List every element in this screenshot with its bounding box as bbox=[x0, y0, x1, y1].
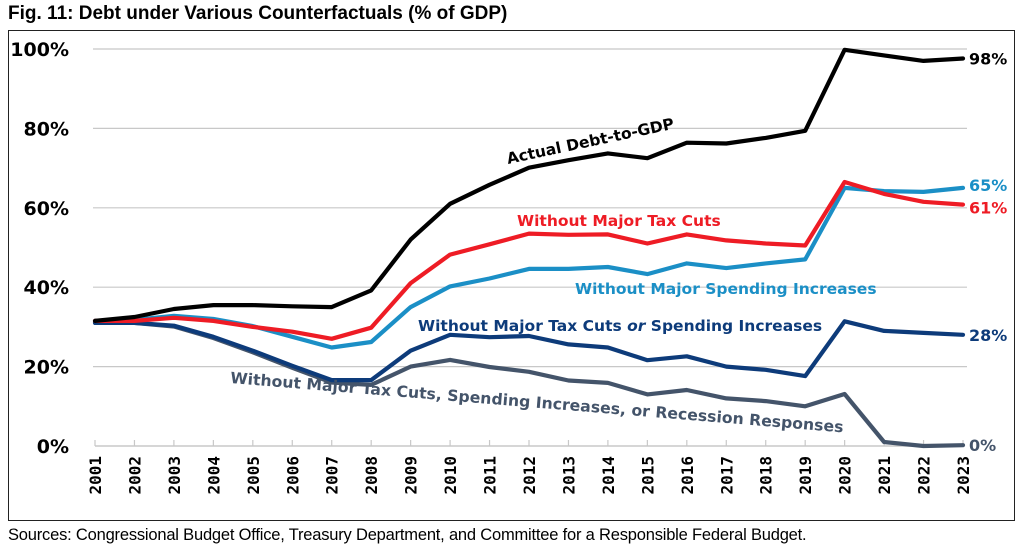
x-tick-label: 2004 bbox=[204, 456, 223, 495]
y-tick-label: 40% bbox=[24, 277, 69, 299]
x-tick-label: 2021 bbox=[875, 456, 894, 495]
series-label-actual: Actual Debt-to-GDP bbox=[505, 115, 676, 168]
y-tick-label: 60% bbox=[24, 198, 69, 220]
x-tick-label: 2005 bbox=[244, 456, 263, 495]
chart-frame: 0% 20% 40% 60% 80% 100% 2001 2002 2003 2004 2005 2… bbox=[8, 30, 1015, 521]
x-tick-label: 2020 bbox=[836, 456, 855, 495]
x-tick-label: 2009 bbox=[402, 456, 421, 495]
end-value-label: 28% bbox=[969, 326, 1007, 345]
y-tick-label: 0% bbox=[37, 436, 69, 458]
sources-note: Sources: Congressional Budget Office, Tr… bbox=[8, 526, 807, 544]
x-tick-label: 2003 bbox=[165, 456, 184, 495]
x-tick-label: 2013 bbox=[559, 456, 578, 495]
series-label-without-all: Without Major Tax Cuts, Spending Increas… bbox=[230, 369, 844, 436]
gridlines bbox=[93, 48, 967, 368]
y-tick-label: 20% bbox=[24, 357, 69, 379]
x-tick-label: 2016 bbox=[678, 456, 697, 495]
series-lines bbox=[92, 47, 966, 449]
y-tick-label: 80% bbox=[24, 118, 69, 140]
x-tick-label: 2017 bbox=[717, 456, 736, 495]
x-tick-label: 2023 bbox=[954, 456, 973, 495]
x-tick-label: 2002 bbox=[125, 456, 144, 495]
x-tick-label: 2018 bbox=[757, 456, 776, 495]
x-tick-label: 2007 bbox=[323, 456, 342, 495]
chart-title: Fig. 11: Debt under Various Counterfactu… bbox=[8, 3, 508, 24]
x-tick-label: 2022 bbox=[915, 456, 934, 495]
series-line-1 bbox=[92, 179, 966, 341]
x-tick-label: 2019 bbox=[796, 456, 815, 495]
x-tick-label: 2015 bbox=[638, 456, 657, 495]
end-value-labels: 98% 61% 65% 28% 0% bbox=[969, 50, 1007, 456]
x-tick-label: 2012 bbox=[520, 456, 539, 495]
end-value-label: 65% bbox=[969, 176, 1007, 195]
x-tick-label: 2014 bbox=[599, 456, 618, 495]
line-chart: 0%20%40%60%80%100% 2001 2002 2003 2004 2005 2… bbox=[10, 39, 1007, 495]
y-axis-ticks: 0% 20% 40% 60% 80% 100% bbox=[10, 39, 69, 458]
series-line-0 bbox=[92, 47, 966, 323]
label-part-or: or bbox=[627, 317, 647, 335]
series-line-3 bbox=[92, 319, 966, 383]
series-label-without-tax-cuts-or-spending: Without Major Tax Cuts or Spending Incre… bbox=[418, 317, 822, 335]
series-label-without-spending-increases: Without Major Spending Increases bbox=[575, 280, 877, 298]
end-value-label: 98% bbox=[969, 50, 1007, 69]
x-tick-label: 2001 bbox=[86, 456, 105, 495]
series-label-without-tax-cuts: Without Major Tax Cuts bbox=[517, 212, 721, 230]
label-part-1: Without Major Tax Cuts bbox=[418, 317, 627, 335]
end-value-label: 0% bbox=[969, 436, 996, 455]
label-part-2: Spending Increases bbox=[645, 317, 822, 335]
x-tick-label: 2006 bbox=[283, 456, 302, 495]
x-tick-label: 2008 bbox=[362, 456, 381, 495]
x-axis: 2001 2002 2003 2004 2005 2006 2007 2008 2009 2010… bbox=[86, 440, 973, 495]
y-tick-label: 100% bbox=[10, 39, 69, 61]
end-value-label: 61% bbox=[969, 199, 1007, 218]
x-tick-label: 2010 bbox=[441, 456, 460, 495]
x-tick-label: 2011 bbox=[481, 456, 500, 495]
